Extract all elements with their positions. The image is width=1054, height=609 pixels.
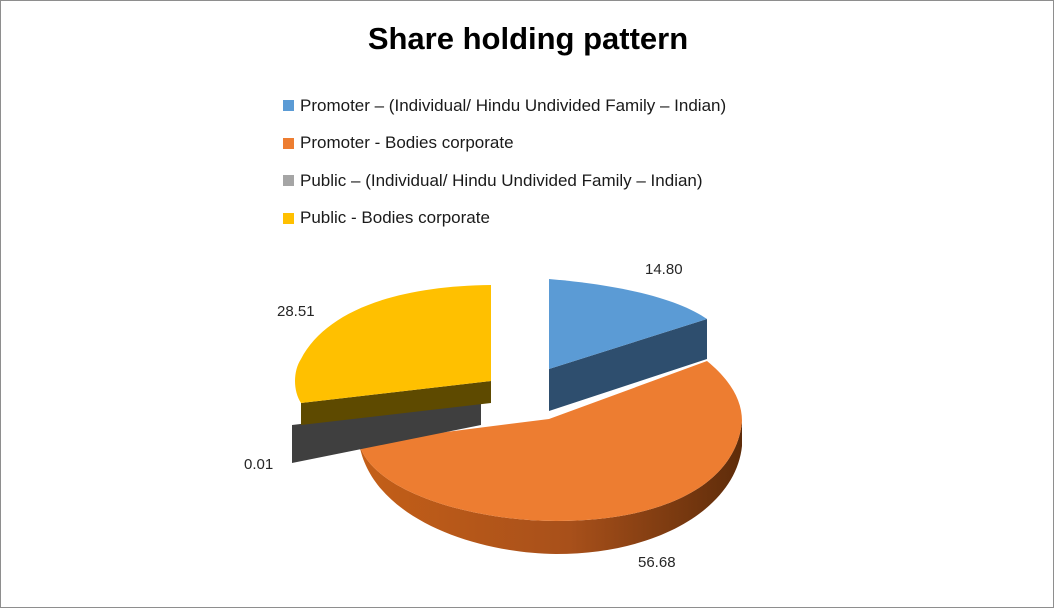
slice-top [549, 279, 707, 369]
slice-side [292, 403, 481, 463]
pie-slice-promoter-individual [549, 279, 707, 411]
legend-item-public-individual: Public – (Individual/ Hindu Undivided Fa… [283, 162, 726, 200]
slice-side [301, 381, 491, 425]
legend-label: Public - Bodies corporate [300, 208, 490, 228]
chart-title: Share holding pattern [367, 21, 689, 56]
data-label-promoter-individual: 14.80 [645, 261, 683, 278]
legend: Promoter – (Individual/ Hindu Undivided … [283, 87, 726, 237]
legend-swatch [283, 100, 294, 112]
legend-label: Public – (Individual/ Hindu Undivided Fa… [300, 170, 703, 190]
legend-swatch [283, 175, 294, 187]
slice-side [359, 421, 742, 554]
legend-label: Promoter – (Individual/ Hindu Undivided … [300, 95, 727, 115]
slice-top [295, 285, 491, 403]
pie-slice-public-individual [292, 403, 481, 463]
legend-item-promoter-bodies-corporate: Promoter - Bodies corporate [283, 125, 726, 163]
legend-label: Promoter - Bodies corporate [300, 133, 514, 153]
slice-top [359, 361, 742, 521]
data-label-public-individual: 0.01 [244, 456, 274, 473]
pie-slice-promoter-bodies-corporate [359, 361, 742, 554]
legend-swatch [283, 137, 294, 149]
legend-item-public-bodies-corporate: Public - Bodies corporate [283, 200, 726, 238]
data-label-promoter-bodies-corporate: 56.68 [638, 554, 676, 571]
data-label-public-bodies-corporate: 28.51 [277, 303, 315, 320]
legend-swatch [283, 212, 294, 224]
pie-slice-public-bodies-corporate [295, 285, 491, 425]
slice-side [549, 319, 707, 411]
legend-item-promoter-individual: Promoter – (Individual/ Hindu Undivided … [283, 87, 726, 125]
